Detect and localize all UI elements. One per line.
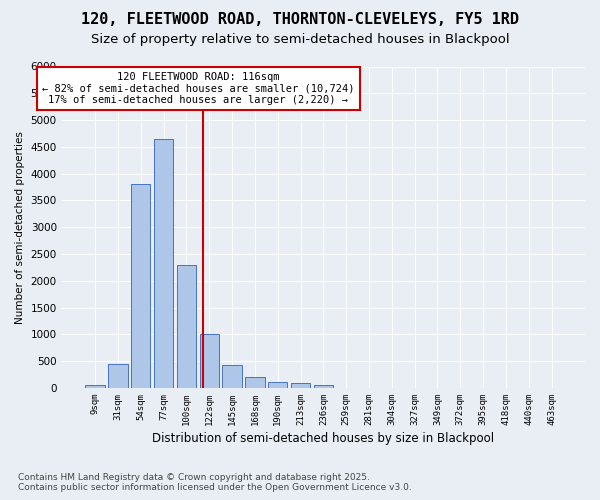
Text: 120, FLEETWOOD ROAD, THORNTON-CLEVELEYS, FY5 1RD: 120, FLEETWOOD ROAD, THORNTON-CLEVELEYS,…	[81, 12, 519, 28]
Bar	[314, 386, 333, 388]
Bar	[177, 264, 196, 388]
X-axis label: Distribution of semi-detached houses by size in Blackpool: Distribution of semi-detached houses by …	[152, 432, 494, 445]
Bar	[108, 364, 128, 388]
Text: 120 FLEETWOOD ROAD: 116sqm
← 82% of semi-detached houses are smaller (10,724)
17: 120 FLEETWOOD ROAD: 116sqm ← 82% of semi…	[42, 72, 355, 105]
Text: Contains HM Land Registry data © Crown copyright and database right 2025.
Contai: Contains HM Land Registry data © Crown c…	[18, 473, 412, 492]
Bar	[131, 184, 151, 388]
Bar	[85, 386, 105, 388]
Bar	[291, 382, 310, 388]
Bar	[223, 366, 242, 388]
Y-axis label: Number of semi-detached properties: Number of semi-detached properties	[15, 131, 25, 324]
Text: Size of property relative to semi-detached houses in Blackpool: Size of property relative to semi-detach…	[91, 32, 509, 46]
Bar	[245, 377, 265, 388]
Bar	[200, 334, 219, 388]
Bar	[154, 139, 173, 388]
Bar	[268, 382, 287, 388]
